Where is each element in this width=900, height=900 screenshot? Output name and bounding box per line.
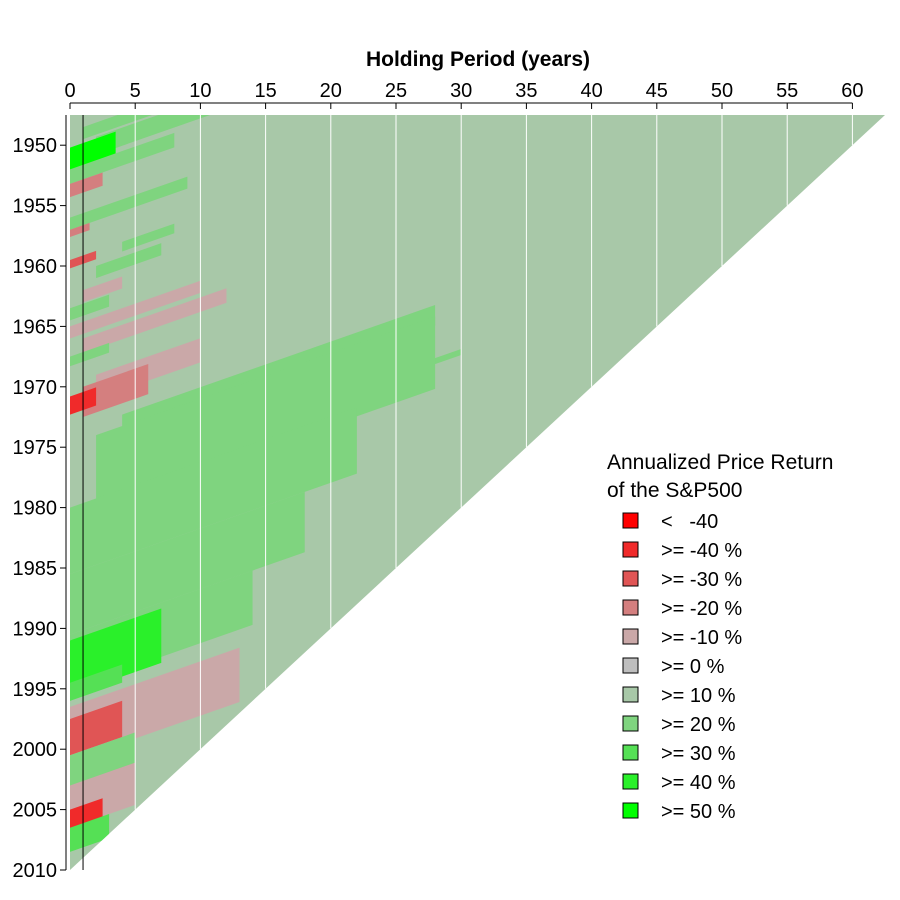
axes: Holding Period (years) 0 5 10 15 20 25 30 35 40 4… xyxy=(13,48,864,882)
y-tick-label: 1990 xyxy=(13,618,58,640)
legend-swatch xyxy=(622,686,639,703)
heatmap-region xyxy=(70,342,110,367)
heatmap-region xyxy=(83,363,149,417)
heatmap-region xyxy=(70,294,110,321)
legend-swatch xyxy=(622,802,639,819)
x-tick-label: 50 xyxy=(711,80,733,102)
legend-label: >= -10 % xyxy=(661,627,742,649)
x-tick-label: 10 xyxy=(189,80,211,102)
heatmap-region xyxy=(70,732,136,792)
heatmap-region xyxy=(70,131,116,172)
heatmap-region xyxy=(96,115,279,155)
legend-label: >= 30 % xyxy=(661,743,736,765)
x-tick-label: 45 xyxy=(646,80,668,102)
x-tick-label: 5 xyxy=(130,80,141,102)
legend-swatch xyxy=(622,744,639,761)
legend-swatch xyxy=(622,715,639,732)
y-tick-label: 1970 xyxy=(13,377,58,399)
heatmap-region xyxy=(70,222,90,238)
legend-label: >= -20 % xyxy=(661,598,742,620)
legend-swatch xyxy=(622,512,639,529)
legend-swatch xyxy=(622,657,639,674)
y-tick-label: 1980 xyxy=(13,498,58,520)
heatmap-region xyxy=(70,814,110,852)
y-tick-label: 2000 xyxy=(13,739,58,761)
y-tick-label: 1965 xyxy=(13,316,58,338)
legend: Annualized Price Return of the S&P500 < … xyxy=(607,451,833,823)
plot-area xyxy=(70,115,885,870)
y-tick-label: 1950 xyxy=(13,135,58,157)
heatmap-region xyxy=(70,491,305,635)
legend-swatch xyxy=(622,773,639,790)
x-tick-label: 30 xyxy=(450,80,472,102)
x-tick-label: 20 xyxy=(320,80,342,102)
legend-label: >= -30 % xyxy=(661,569,742,591)
y-tick-label: 1955 xyxy=(13,196,58,218)
heatmap-region xyxy=(96,243,162,279)
legend-swatch xyxy=(622,570,639,587)
legend-label: >= 50 % xyxy=(661,801,736,823)
x-tick-label: 55 xyxy=(776,80,798,102)
legend-label: >= 10 % xyxy=(661,685,736,707)
heatmap-region xyxy=(70,172,103,198)
x-tick-label: 15 xyxy=(254,80,276,102)
heatmap-region xyxy=(70,132,175,184)
x-tick-label: 40 xyxy=(580,80,602,102)
heatmap-region xyxy=(83,276,123,303)
y-tick-label: 2010 xyxy=(13,860,58,882)
heatmap-region xyxy=(70,176,188,230)
y-tick-label: 1960 xyxy=(13,256,58,278)
legend-title-line-1: Annualized Price Return xyxy=(607,451,833,474)
y-tick-label: 2005 xyxy=(13,800,58,822)
legend-label: >= 40 % xyxy=(661,772,736,794)
heatmap-region xyxy=(70,407,357,575)
x-axis-title: Holding Period (years) xyxy=(366,48,590,71)
x-tick-label: 0 xyxy=(64,80,75,102)
legend-label: < -40 xyxy=(661,511,718,533)
legend-label: >= 0 % xyxy=(661,656,725,678)
heatmap-region xyxy=(70,608,162,695)
heatmap-background xyxy=(70,115,885,870)
legend-label: >= 20 % xyxy=(661,714,736,736)
x-tick-label: 25 xyxy=(385,80,407,102)
x-tick-label: 35 xyxy=(515,80,537,102)
legend-title-line-2: of the S&P500 xyxy=(607,479,742,502)
legend-swatch xyxy=(622,628,639,645)
y-tick-label: 1975 xyxy=(13,437,58,459)
y-tick-label: 1995 xyxy=(13,679,58,701)
legend-label: >= -40 % xyxy=(661,540,742,562)
x-tick-label: 60 xyxy=(841,80,863,102)
heatmap-region xyxy=(83,288,227,353)
legend-swatch xyxy=(622,599,639,616)
legend-swatch xyxy=(622,541,639,558)
y-tick-label: 1985 xyxy=(13,558,58,580)
heatmap-region xyxy=(83,115,305,140)
